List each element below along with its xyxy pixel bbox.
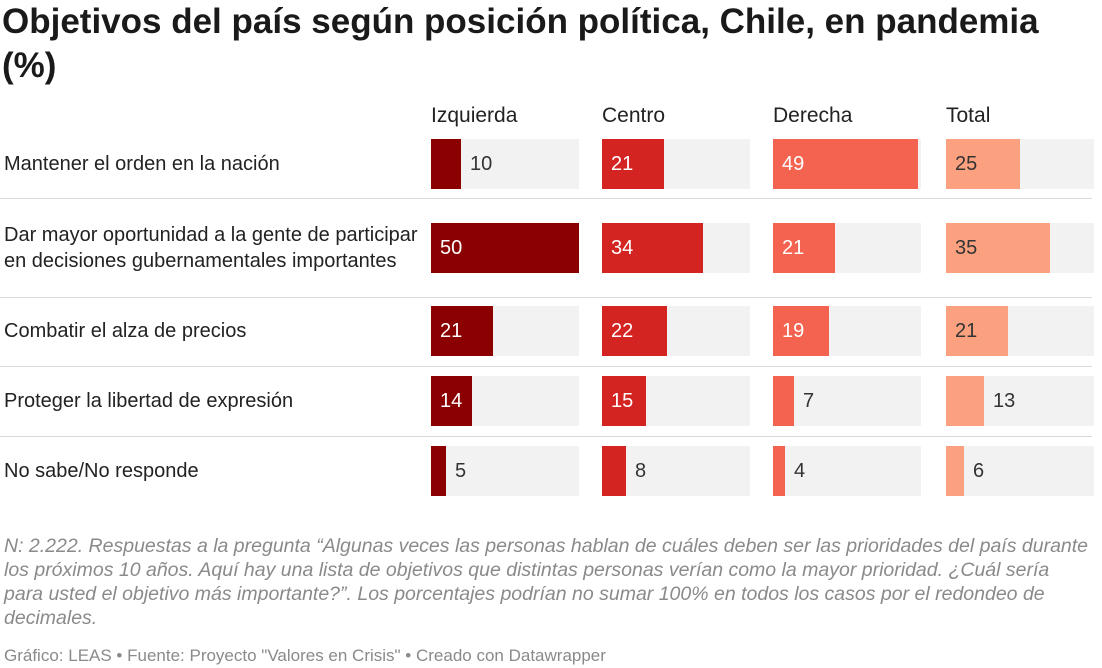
bar (773, 446, 785, 496)
row-label: Mantener el orden en la nación (4, 153, 280, 175)
bar (431, 446, 446, 496)
bar (602, 446, 626, 496)
data-label: 49 (782, 152, 805, 175)
column-header: Derecha (773, 104, 853, 127)
data-label: 35 (955, 236, 978, 259)
bar (773, 306, 829, 356)
row-label: Dar mayor oportunidad a la gente de part… (4, 224, 418, 272)
data-label: 50 (440, 236, 463, 259)
column-header: Total (946, 104, 991, 127)
data-label: 14 (440, 389, 463, 412)
row-label: No sabe/No responde (4, 460, 199, 482)
row-label: Proteger la libertad de expresión (4, 390, 294, 412)
bar-track (773, 376, 921, 426)
bar-track (431, 446, 579, 496)
data-label: 8 (635, 459, 647, 482)
bar (602, 376, 646, 426)
chart-footer: Gráfico: LEAS • Fuente: Proyecto "Valore… (4, 646, 606, 665)
bar (773, 223, 835, 273)
data-label: 15 (611, 389, 634, 412)
data-label: 34 (611, 236, 634, 259)
bar (946, 376, 984, 426)
bar (602, 139, 664, 189)
row-separator (0, 297, 1092, 298)
data-label: 21 (611, 152, 634, 175)
bar (431, 139, 461, 189)
data-label: 7 (803, 389, 815, 412)
data-label: 21 (955, 319, 978, 342)
row-separator (0, 366, 1092, 367)
bar (773, 139, 918, 189)
data-label: 21 (782, 236, 805, 259)
data-label: 5 (455, 459, 467, 482)
bar (946, 306, 1008, 356)
chart-title: Objetivos del país según posición políti… (2, 2, 1039, 85)
bar (431, 306, 493, 356)
column-header: Izquierda (431, 104, 518, 127)
row-label: Combatir el alza de precios (4, 320, 247, 342)
bar-track (602, 446, 750, 496)
column-header: Centro (602, 104, 666, 127)
bar (946, 446, 964, 496)
data-label: 4 (794, 459, 806, 482)
row-separator (0, 198, 1092, 199)
row-separator (0, 436, 1092, 437)
bar (431, 223, 579, 273)
data-label: 13 (993, 389, 1016, 412)
bar-track (773, 446, 921, 496)
bar (946, 139, 1020, 189)
bar (602, 306, 667, 356)
data-label: 25 (955, 152, 978, 175)
data-label: 19 (782, 319, 805, 342)
bar (946, 223, 1050, 273)
bar-track (946, 446, 1094, 496)
data-label: 10 (470, 152, 493, 175)
data-label: 21 (440, 319, 463, 342)
data-label: 6 (973, 459, 985, 482)
data-label: 22 (611, 319, 634, 342)
bar (773, 376, 794, 426)
chart-note: N: 2.222. Respuestas a la pregunta “Algu… (4, 535, 1089, 629)
bar (431, 376, 472, 426)
bar (602, 223, 703, 273)
